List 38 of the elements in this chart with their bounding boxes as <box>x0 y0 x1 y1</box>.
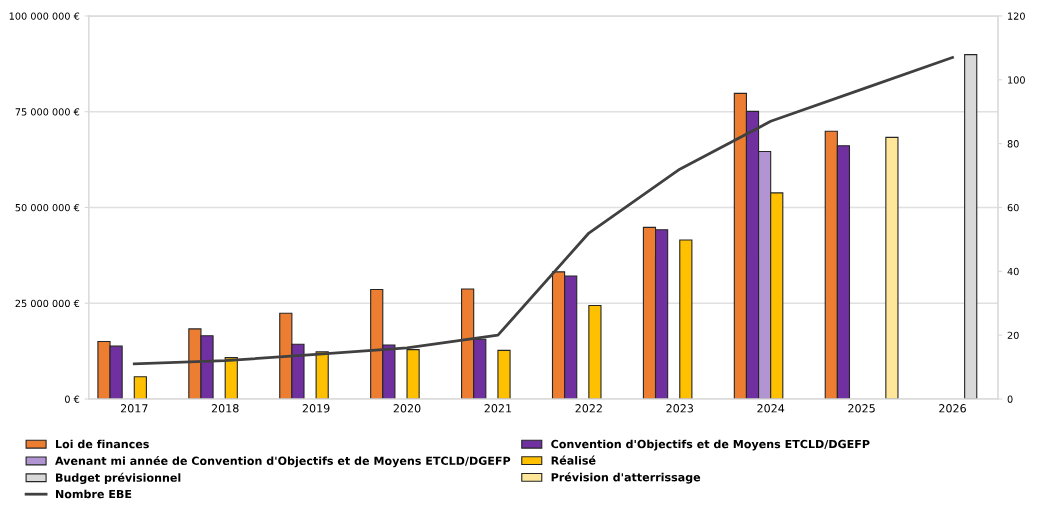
bar <box>133 376 147 399</box>
bar <box>315 351 329 399</box>
legend-label: Réalisé <box>551 455 596 465</box>
x-tick-label: 2021 <box>484 404 512 413</box>
y2-tick-label: 60 <box>1007 203 1019 212</box>
x-tick-label: 2023 <box>666 404 694 413</box>
bar <box>885 136 899 399</box>
x-tick-label: 2019 <box>302 404 330 413</box>
legend-label: Prévision d'atterrissage <box>551 472 701 484</box>
legend-label: Budget prévisionnel <box>56 472 181 485</box>
legend-label: Loi de finances <box>56 439 149 449</box>
y-tick-label: 100 000 000 € <box>9 12 80 20</box>
y2-tick-label: 100 <box>1008 76 1025 84</box>
y-tick-label: 50 000 000 € <box>15 203 80 212</box>
y2-tick-label: 20 <box>1007 331 1019 339</box>
y-tick-label: 75 000 000 € <box>15 108 80 116</box>
x-tick-label: 2017 <box>120 404 148 413</box>
y-tick-label: 25 000 000 € <box>15 299 80 308</box>
line-series <box>132 56 954 366</box>
bar <box>406 349 420 399</box>
legend-label: Avenant mi année de Convention d'Objectifs et de Moyens ETCLD/DGEFP <box>55 455 511 468</box>
bar <box>679 239 693 399</box>
bar <box>588 304 602 399</box>
x-tick-label: 2026 <box>939 404 966 413</box>
x-tick-label: 2018 <box>211 404 239 413</box>
legend-label: Nombre EBE <box>56 489 132 499</box>
legend-label: Convention d'Objectifs et de Moyens ETCLD/DGEFP <box>551 439 870 451</box>
x-tick-label: 2022 <box>575 404 602 413</box>
y-tick-label: 0 € <box>64 395 80 403</box>
x-tick-label: 2020 <box>393 404 421 413</box>
y2-tick-label: 120 <box>1008 12 1025 20</box>
bar <box>224 357 238 399</box>
y2-tick-label: 80 <box>1007 140 1019 148</box>
y2-tick-label: 0 <box>1007 395 1013 403</box>
x-tick-label: 2025 <box>848 404 875 413</box>
bar <box>497 349 511 399</box>
x-tick-label: 2024 <box>757 404 785 413</box>
y2-tick-label: 40 <box>1007 267 1019 276</box>
